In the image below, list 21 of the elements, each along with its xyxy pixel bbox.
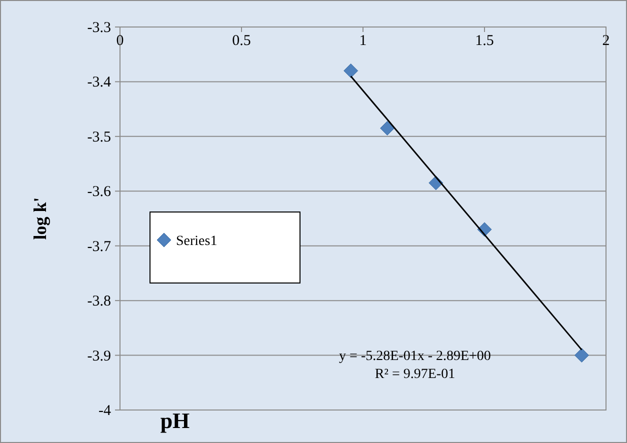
point (574, 348, 589, 363)
y-tick-label: -3.9 (87, 348, 111, 364)
y-tick-label: -4 (98, 403, 112, 419)
y-tick-label: -3.6 (87, 184, 112, 200)
annotation: R² = 9.97E-01 (374, 367, 456, 382)
point (380, 120, 395, 136)
y-tick-label: -3.4 (87, 74, 112, 91)
x-tick-label: 1.5 (475, 33, 494, 49)
y-tick-label: -3.8 (87, 294, 111, 310)
legend-label: Series1 (176, 234, 218, 249)
annotation: y = -5.28E-01x - 2.89E+00 (339, 349, 491, 364)
point (344, 64, 358, 78)
x-axis-title: pH (160, 408, 190, 433)
y-axis-title: log k' (30, 197, 50, 240)
x-tick-label: 0 (116, 33, 124, 49)
y-tick-label: -3.5 (87, 129, 111, 146)
y-tick-label: -3.7 (87, 238, 112, 255)
x-tick-label: 2 (602, 33, 610, 49)
x-tick-label: 1 (359, 33, 367, 49)
y-tick-label: -3.3 (87, 20, 111, 36)
x-tick-label: 0.5 (232, 33, 251, 49)
